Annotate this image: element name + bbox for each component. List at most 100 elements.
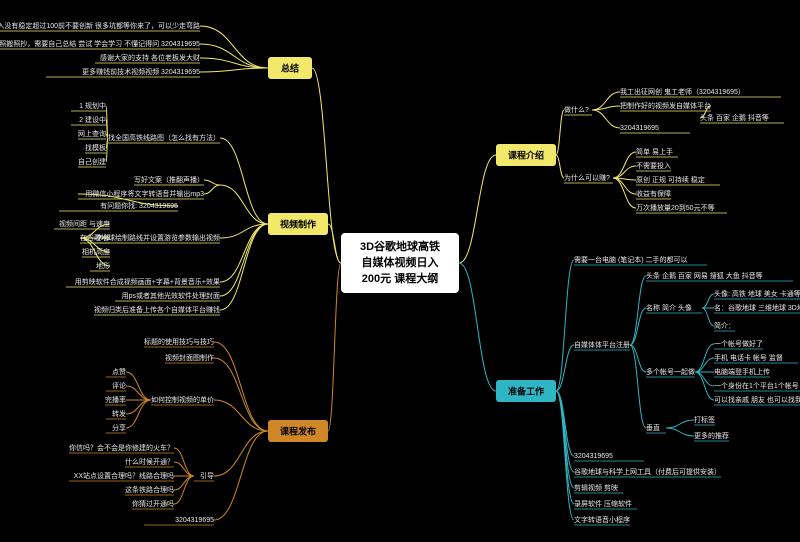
connector: [556, 110, 564, 155]
leaf-node: 点赞: [112, 367, 126, 376]
center-title-line: 自媒体视频日入: [362, 255, 439, 269]
leaf-node: 完播率: [105, 395, 126, 404]
branch-production-label: 视频制作: [280, 218, 316, 229]
leaf-node: 简介：: [714, 321, 735, 330]
leaf-node: 自媒体体平台注册: [574, 340, 630, 349]
leaf-node: 名称 简介 头像: [646, 303, 692, 312]
connector: [220, 138, 268, 224]
leaf-node: 更多赚钱前技术视频视频 3204319695: [82, 67, 200, 76]
leaf-node: 相机高度: [82, 247, 110, 256]
branch-prep-label: 准备工作: [508, 385, 544, 396]
branch-publish-label: 课程发布: [280, 425, 316, 436]
leaf-node: 3204319695: [574, 453, 613, 460]
leaf-node: 分享: [112, 423, 126, 432]
connector: [556, 391, 574, 504]
leaf-node: 你信吗？会不会是你修建的火车？: [69, 443, 174, 452]
connector: [702, 294, 714, 308]
connector: [220, 185, 268, 224]
leaf-node: 把制作好的视频发自媒体平台: [620, 101, 711, 110]
connector: [666, 420, 694, 428]
nodes-layer: 3D谷歌地球高铁自媒体视频日入200元 课程大纲总结在收入没有稳定超过100前不…: [0, 21, 800, 525]
leaf-node: 在收入没有稳定超过100前不要创新 很多坑都等你来了，可以少走弯路: [0, 21, 200, 30]
leaf-node: 文字转语音小程序: [574, 515, 630, 524]
connector: [459, 155, 496, 263]
leaf-node: 简单 易上手: [636, 147, 673, 156]
leaf-node: 2 建设中: [79, 115, 106, 124]
leaf-node: 垂直: [646, 423, 660, 432]
connector: [592, 110, 620, 128]
leaf-node: 多个帐号一起做: [646, 367, 695, 376]
leaf-node: 视频封面图制作: [165, 353, 214, 362]
leaf-node: 打标签: [694, 415, 715, 424]
leaf-node: 如何控制视频的单价: [151, 395, 214, 404]
connector: [214, 358, 268, 431]
connector: [174, 476, 194, 490]
connector: [174, 462, 194, 476]
connector: [613, 166, 636, 178]
connector: [613, 152, 636, 178]
connector: [204, 180, 220, 185]
leaf-node: 有问题你找: 3204319695: [100, 201, 178, 210]
leaf-node: 原创 正规 可持续 稳定: [636, 175, 705, 184]
leaf-node: 头像: 高铁 地球 美女 卡通等: [714, 289, 800, 298]
leaf-node: 标题的使用技巧与技巧: [144, 337, 214, 346]
leaf-node: 剪辑视频 剪映: [574, 483, 618, 492]
leaf-node: 电脑端登手机上传: [714, 367, 770, 376]
leaf-node: 这条铁路合理吗: [125, 485, 174, 494]
connector: [200, 68, 268, 72]
leaf-node: 感谢大家的支持 各位老板发大财: [100, 53, 200, 62]
connector: [220, 224, 268, 310]
leaf-node: 课程不能照搬照抄，需要自己总结 尝试 学会学习 不懂记得问 3204319695: [0, 39, 200, 48]
connector: [556, 391, 574, 488]
leaf-node: 需要一台电脑 (笔记本) 二手的都可以: [574, 255, 688, 264]
leaf-node: 3204319695: [620, 125, 659, 132]
connector: [214, 400, 268, 431]
leaf-node: 一个帐号做好了: [714, 339, 763, 348]
leaf-node: 3204319695: [175, 517, 214, 524]
leaf-node: 用微信小程序将文字转语音并输出mp3: [85, 189, 204, 198]
leaf-node: 转发: [112, 409, 126, 418]
connector: [328, 263, 341, 431]
connector: [702, 308, 714, 326]
leaf-node: XX站点设置合理吗？线路合理吗: [74, 471, 174, 480]
leaf-node: 引导: [200, 471, 214, 480]
leaf-node: 字体: [96, 233, 110, 242]
connector: [204, 185, 220, 194]
leaf-node: 视频间距 与速度: [59, 219, 110, 228]
connector: [695, 358, 714, 372]
leaf-node: 网上查询: [78, 129, 106, 138]
leaf-node: 更多的推荐: [694, 431, 729, 440]
branch-intro-label: 课程介绍: [508, 149, 544, 160]
leaf-node: 收益有保障: [636, 189, 671, 198]
connector: [695, 372, 714, 386]
connector: [200, 26, 268, 68]
leaf-node: 用剪映软件合成视频画面+字幕+背景音乐+效果: [75, 277, 220, 286]
connector: [126, 400, 151, 414]
leaf-node: 一个身份在1个平台1个帐号: [714, 381, 799, 390]
leaf-node: 谷歌地球与科学上网工具（付费后可提供安装）: [574, 467, 721, 476]
leaf-node: 评论: [112, 381, 126, 390]
branch-summary-label: 总结: [281, 62, 299, 73]
leaf-node: 用ps或者其他光效软件处理封面: [122, 291, 220, 300]
connector: [556, 345, 574, 391]
leaf-node: 1 规划中: [79, 101, 106, 110]
connector: [459, 263, 496, 391]
connector: [214, 342, 268, 431]
connector: [556, 155, 564, 178]
connector: [328, 224, 341, 263]
leaf-node: 做什么?: [564, 105, 589, 114]
connector: [220, 224, 268, 282]
leaf-node: 找模板: [85, 143, 106, 152]
connector: [592, 106, 620, 110]
center-title-line: 3D谷歌地球高铁: [360, 239, 440, 253]
leaf-node: 手机 电话卡 帐号 监督: [714, 353, 783, 362]
connector: [666, 428, 694, 436]
leaf-node: 不需要投入: [636, 161, 671, 170]
connector: [214, 431, 268, 520]
leaf-node: 录屏软件 压缩软件: [574, 499, 632, 508]
leaf-node: 视频归类后准备上传各个自媒体平台赚钱: [94, 305, 220, 314]
connector: [126, 386, 151, 400]
leaf-node: 找全国高铁线路图（怎么找有方法）: [108, 133, 220, 142]
leaf-node: 可以找亲戚 朋友 也可以找我 3204319695: [714, 395, 800, 404]
leaf-node: 头条 百家 企鹅 抖音等: [700, 113, 769, 122]
